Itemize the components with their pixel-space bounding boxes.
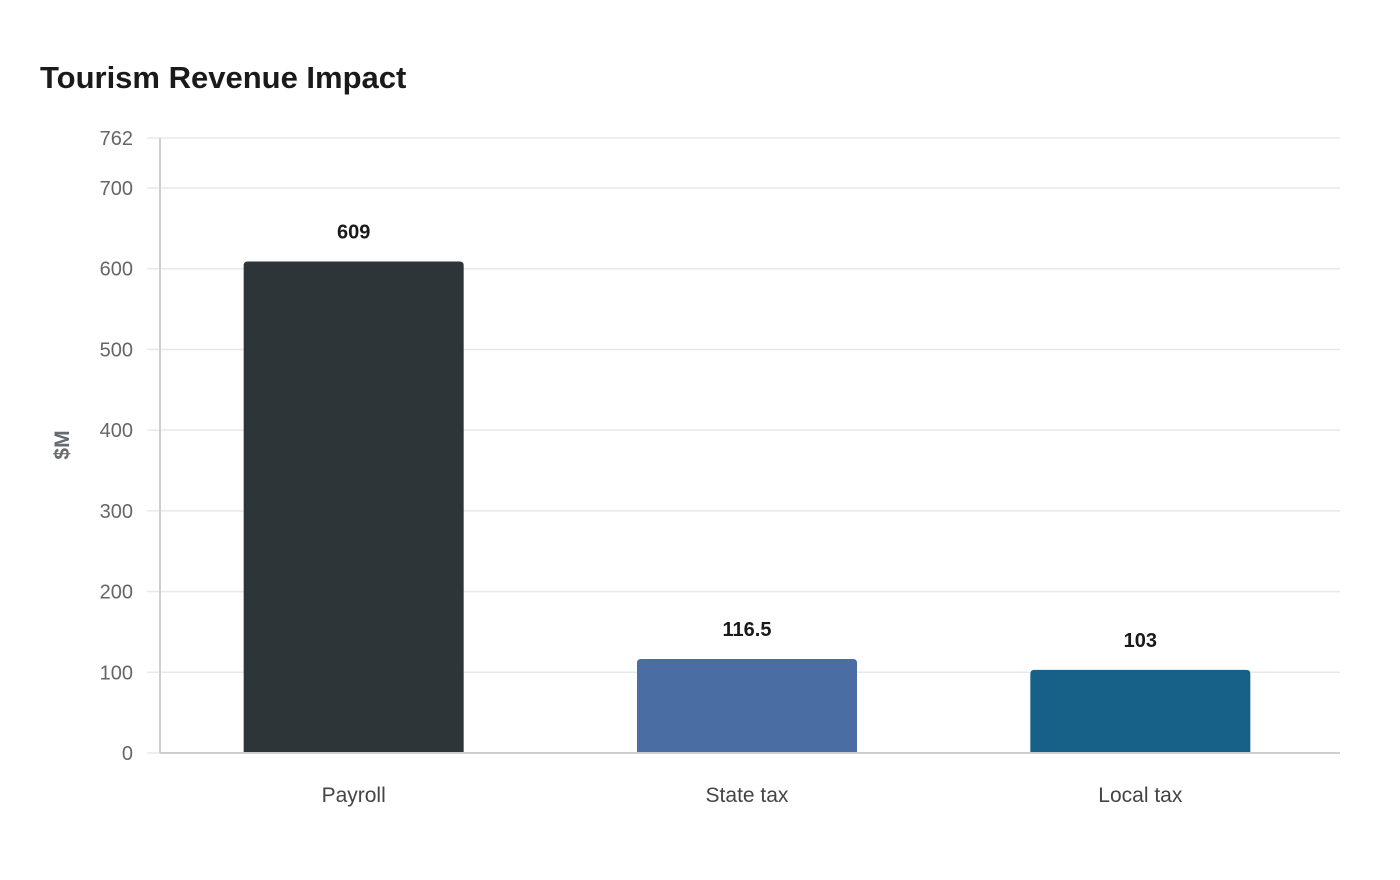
value-labels: 609 116.5 103: [337, 221, 1157, 651]
y-tick-label: 100: [100, 662, 133, 684]
y-tick-label: 600: [100, 259, 133, 281]
y-tick-label: 400: [100, 420, 133, 442]
x-category-label: Payroll: [322, 784, 386, 807]
x-axis-categories: Payroll State tax Local tax: [322, 784, 1183, 807]
y-axis-ticks: 0 100 200 300 400 500 600 700 762: [100, 128, 160, 765]
value-label: 103: [1124, 630, 1157, 652]
bar-state-tax: [637, 658, 857, 753]
y-axis-label: $M: [51, 430, 74, 459]
bars: [243, 261, 1251, 753]
y-tick-label: 700: [100, 178, 133, 200]
bar-payroll: [243, 261, 464, 753]
y-tick-label: 0: [122, 743, 133, 765]
bar-local-tax: [1030, 669, 1251, 753]
y-tick-label: 300: [100, 501, 133, 523]
x-category-label: State tax: [706, 784, 789, 807]
y-tick-label: 762: [100, 128, 133, 150]
y-tick-label: 200: [100, 582, 133, 604]
chart-title: Tourism Revenue Impact: [40, 60, 407, 95]
value-label: 609: [337, 221, 370, 243]
value-label: 116.5: [723, 619, 772, 641]
y-tick-label: 500: [100, 339, 133, 361]
x-category-label: Local tax: [1098, 784, 1183, 807]
